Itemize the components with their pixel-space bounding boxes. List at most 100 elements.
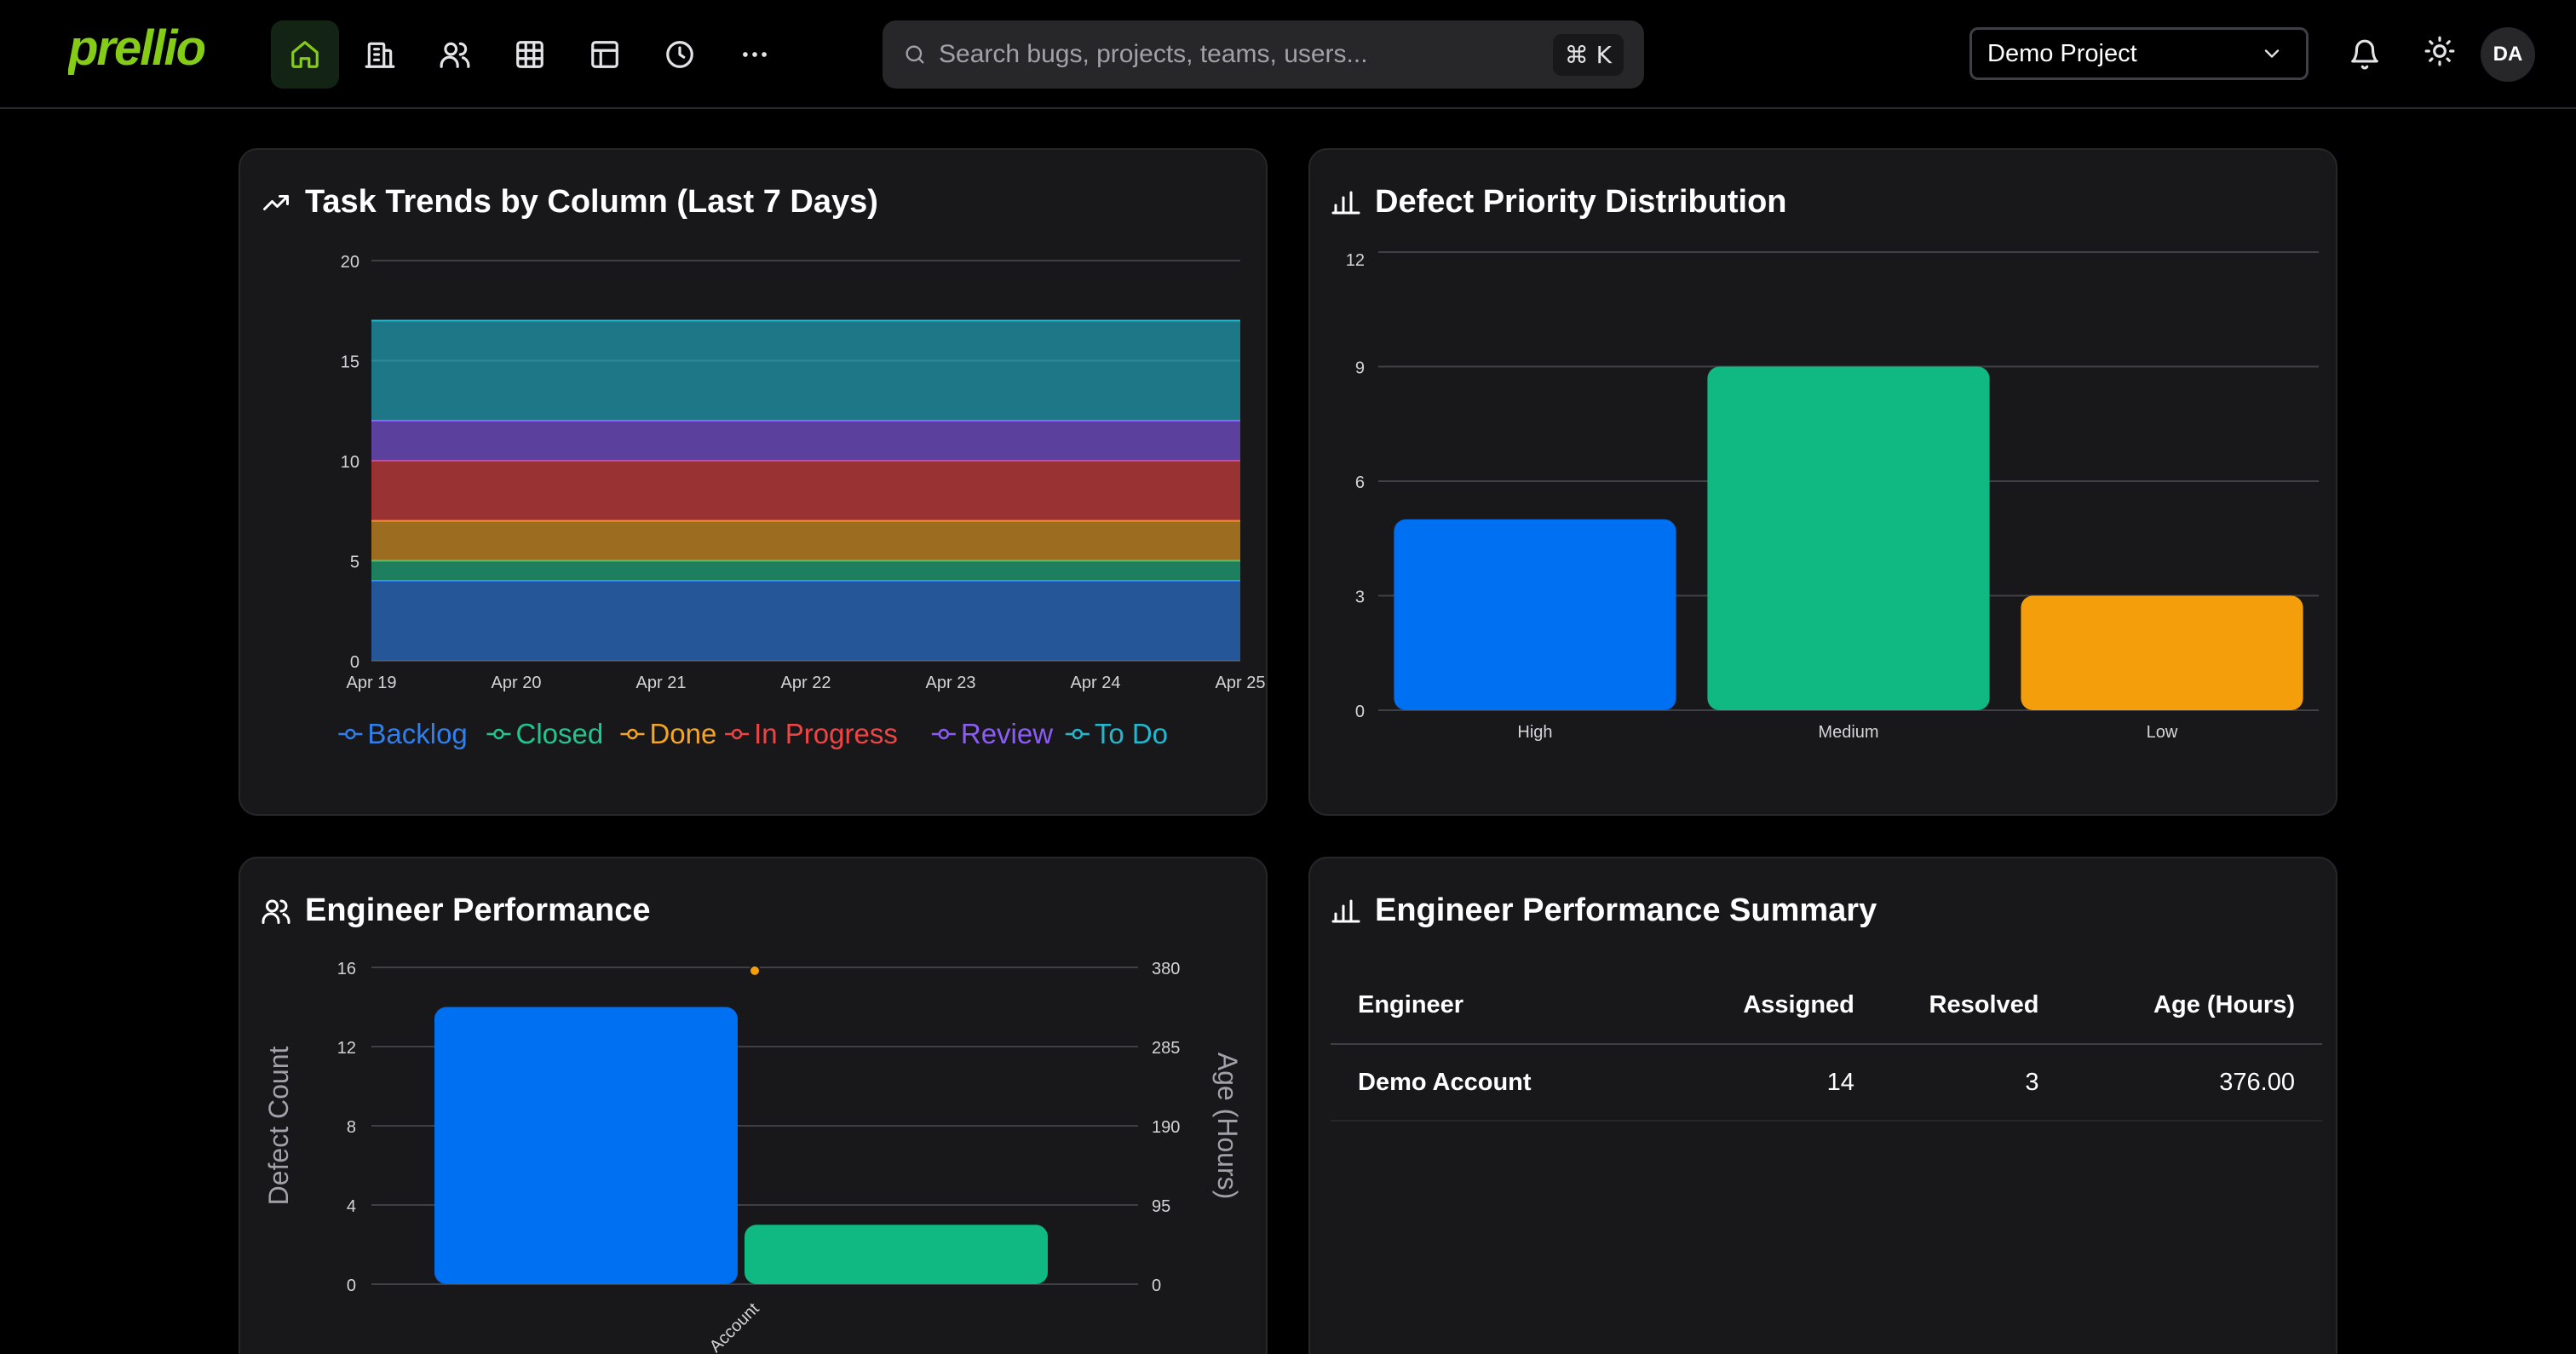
nav-table-button[interactable] xyxy=(496,20,564,89)
legend-label: In Progress xyxy=(754,718,898,749)
x-tick-label: Apr 25 xyxy=(1216,674,1266,692)
prellio-logo[interactable]: prellio xyxy=(68,20,221,82)
legend-item: Closed xyxy=(486,718,604,749)
users-icon xyxy=(440,42,470,68)
building-icon xyxy=(365,42,395,68)
column-header-resolved[interactable]: Resolved xyxy=(1854,967,2039,1045)
y-tick-label: 3 xyxy=(1355,588,1365,607)
x-tick-label: Low xyxy=(2147,723,2178,742)
task-trends-title: Task Trends by Column (Last 7 Days) xyxy=(261,184,878,221)
column-header-assigned[interactable]: Assigned xyxy=(1667,967,1854,1045)
legend-swatch-dot xyxy=(1072,728,1084,740)
cell-resolved: 3 xyxy=(1854,1044,2039,1122)
task-trends-title-text: Task Trends by Column (Last 7 Days) xyxy=(305,184,878,220)
y-tick-label: 15 xyxy=(341,353,359,372)
y-tick-label: 8 xyxy=(347,1118,356,1137)
sun-icon xyxy=(2424,36,2455,66)
engineer-summary-title: Engineer Performance Summary xyxy=(1331,892,1877,929)
y-tick-label: 0 xyxy=(1355,703,1365,721)
legend-item: To Do xyxy=(1065,718,1168,749)
task-trends-chart: 0 5 10 15 20 Apr 19 Apr 20 Apr 21 Apr 22 Apr 23 Ap… xyxy=(338,253,1266,749)
nav-teams-button[interactable] xyxy=(421,20,489,89)
nav-more-button[interactable] xyxy=(721,20,789,89)
x-tick-label: Medium xyxy=(1818,723,1878,742)
legend-item: In Progress xyxy=(725,718,898,749)
task-trends-card: 0 5 10 15 20 Apr 19 Apr 20 Apr 21 Apr 22 Apr 23 Ap… xyxy=(239,148,1268,816)
bar-low xyxy=(2021,595,2303,710)
y2-axis-label: Age (Hours) xyxy=(1212,1053,1243,1200)
bar-medium xyxy=(1707,366,1990,710)
svg-text:prellio: prellio xyxy=(68,20,205,76)
home-icon xyxy=(291,41,319,68)
area-review xyxy=(371,421,1240,461)
x-tick-label: High xyxy=(1517,723,1552,742)
y-tick-label: 9 xyxy=(1355,359,1365,378)
search-shortcut-badge: ⌘ K xyxy=(1552,33,1624,76)
column-header-engineer[interactable]: Engineer xyxy=(1331,967,1668,1045)
engineer-summary-table: Engineer Assigned Resolved Age (Hours) D… xyxy=(1331,967,2322,1122)
y2-tick-label: 95 xyxy=(1152,1197,1170,1216)
user-avatar[interactable]: DA xyxy=(2481,27,2535,82)
engineer-summary-card: Engineer Performance Summary Engineer As… xyxy=(1308,857,2337,1354)
y2-tick-label: 190 xyxy=(1152,1118,1180,1137)
bar-chart-icon xyxy=(1331,191,1360,214)
grid-table-icon xyxy=(516,41,543,68)
area-in-progress xyxy=(371,461,1240,521)
x-tick-label: Apr 20 xyxy=(492,674,542,692)
nav-board-button[interactable] xyxy=(571,20,639,89)
legend-swatch-dot xyxy=(938,728,950,740)
x-tick-label: Apr 24 xyxy=(1071,674,1121,692)
nav-home-button[interactable] xyxy=(271,20,339,89)
y2-tick-label: 380 xyxy=(1152,960,1180,978)
bar-high xyxy=(1394,519,1676,710)
x-tick-label: Apr 23 xyxy=(926,674,976,692)
area-to-do xyxy=(371,320,1240,421)
project-selector[interactable]: Demo Project xyxy=(1969,27,2309,80)
legend-label: Done xyxy=(649,718,716,749)
y-tick-label: 0 xyxy=(350,653,359,672)
chevron-down-icon xyxy=(2264,49,2280,58)
defect-priority-chart: 0 3 6 9 12 High Medium Low xyxy=(1346,251,2319,742)
legend-swatch-dot xyxy=(345,728,356,740)
x-tick-label: Apr 21 xyxy=(636,674,687,692)
legend-item: Backlog xyxy=(338,718,468,749)
area-backlog xyxy=(371,581,1240,661)
legend-swatch-dot xyxy=(627,728,638,740)
age-point xyxy=(749,964,761,977)
notifications-button[interactable] xyxy=(2337,27,2392,82)
column-header-age[interactable]: Age (Hours) xyxy=(2038,967,2322,1045)
y2-tick-label: 285 xyxy=(1152,1039,1180,1058)
cell-engineer: Demo Account xyxy=(1331,1044,1668,1122)
y2-tick-label: 0 xyxy=(1152,1277,1161,1295)
legend-item: Review xyxy=(931,718,1053,749)
main-nav xyxy=(271,20,789,89)
cell-age: 376.00 xyxy=(2038,1044,2322,1122)
nav-history-button[interactable] xyxy=(646,20,714,89)
legend-label: To Do xyxy=(1095,718,1168,749)
legend-label: Closed xyxy=(516,718,604,749)
x-tick-label: Apr 19 xyxy=(347,674,397,692)
chart-legend: Backlog Closed Done In Progress Review To Do xyxy=(338,718,1168,749)
cell-assigned: 14 xyxy=(1667,1044,1854,1122)
search-input[interactable] xyxy=(939,40,1553,69)
nav-organizations-button[interactable] xyxy=(346,20,414,89)
x-tick-label: Account xyxy=(706,1299,763,1354)
theme-toggle-button[interactable] xyxy=(2412,24,2467,78)
bar-series-2 xyxy=(745,1225,1048,1284)
y-tick-label: 16 xyxy=(337,960,356,978)
engineer-summary-title-text: Engineer Performance Summary xyxy=(1375,892,1877,928)
clock-icon xyxy=(666,41,693,68)
bell-icon xyxy=(2351,39,2378,70)
top-bar: prellio ⌘ K Demo Project xyxy=(0,0,2576,109)
defect-priority-card: 0 3 6 9 12 High Medium Low Defect Priority Dist… xyxy=(1308,148,2337,816)
y-tick-label: 20 xyxy=(341,253,359,272)
y-tick-label: 6 xyxy=(1355,473,1365,492)
engineer-performance-card: 0 4 8 12 16 0 95 190 285 380 Defect Count Age (Hour… xyxy=(239,857,1268,1354)
table-header-row: Engineer Assigned Resolved Age (Hours) xyxy=(1331,967,2322,1045)
defect-priority-title: Defect Priority Distribution xyxy=(1331,184,1787,221)
legend-label: Backlog xyxy=(367,718,467,749)
legend-item: Done xyxy=(620,718,716,749)
x-tick-label: Apr 22 xyxy=(781,674,831,692)
table-row[interactable]: Demo Account 14 3 376.00 xyxy=(1331,1044,2322,1122)
y-axis-label: Defect Count xyxy=(263,1047,294,1206)
